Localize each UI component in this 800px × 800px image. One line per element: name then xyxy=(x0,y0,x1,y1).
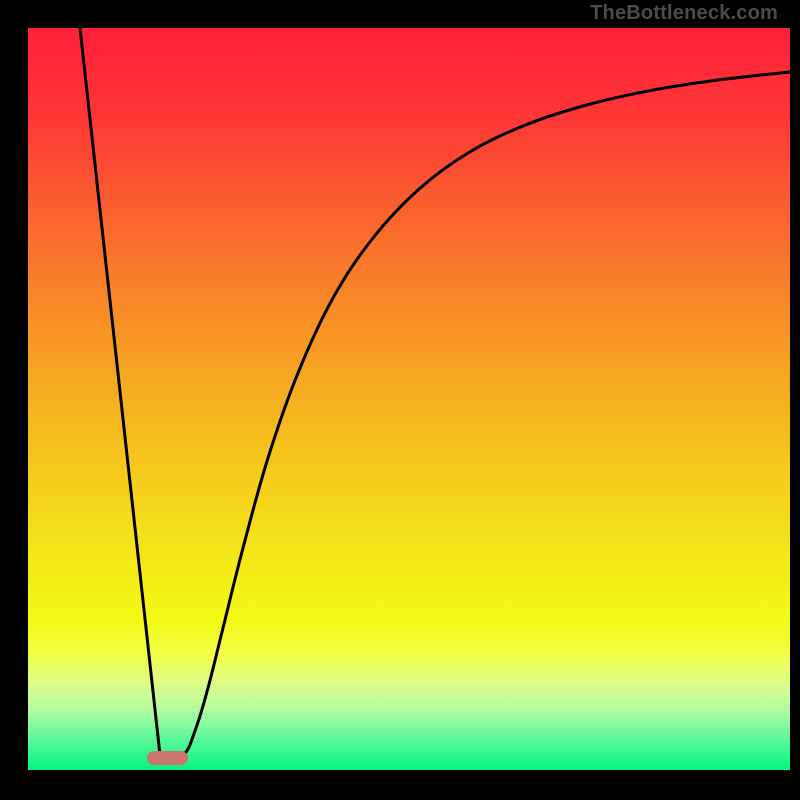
frame-right xyxy=(790,0,800,800)
chart-svg xyxy=(28,28,790,770)
highlight-marker xyxy=(147,751,188,765)
watermark-text: TheBottleneck.com xyxy=(590,2,778,25)
plot-area xyxy=(28,28,790,770)
frame-bottom xyxy=(0,770,800,800)
frame-left xyxy=(0,0,28,800)
curve-path xyxy=(80,28,790,755)
